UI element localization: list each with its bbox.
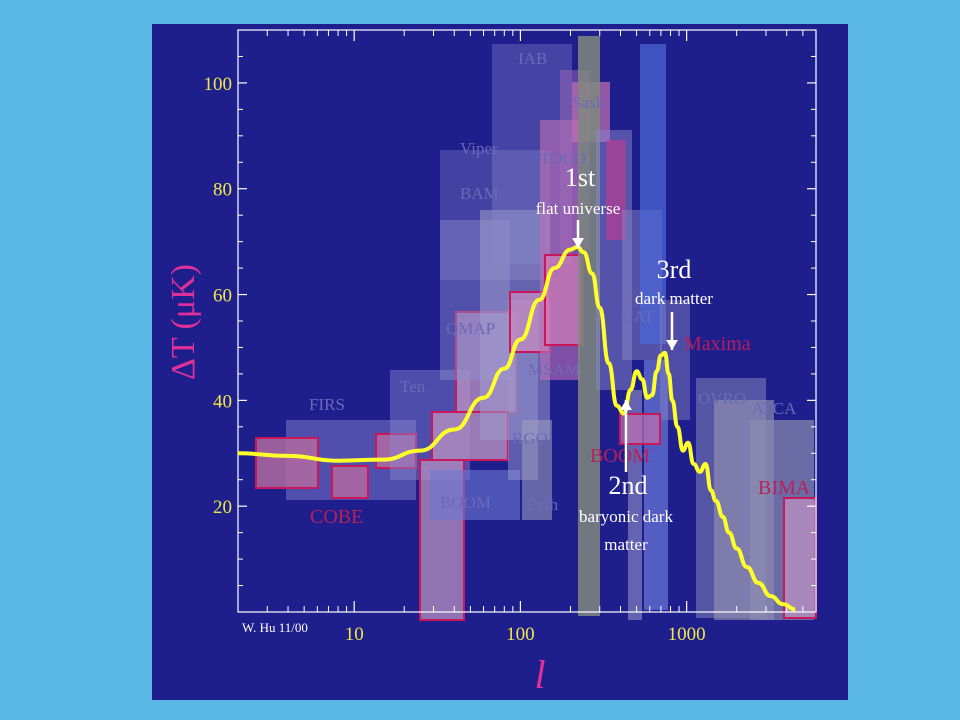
annotations: 1st flat universe 2nd baryonic dark matter 3r… [536,163,714,554]
experiment-label: BAM [460,184,499,203]
x-axis-label: l [534,652,545,697]
experiment-label: Ten [400,377,426,396]
experiment-box [628,390,642,620]
y-axis-label: ΔT (μK) [165,264,202,380]
y-tick-label: 40 [213,391,232,412]
x-tick-label: 10 [345,624,364,645]
experiment-label: IAB [518,49,547,68]
experiment-box [331,465,369,499]
experiment-box [644,360,668,610]
annotation-text: baryonic dark [579,507,673,526]
experiment-box [640,44,666,344]
x-tick-label: 1000 [668,624,706,645]
y-tick-label: 80 [213,180,232,201]
experiment-label: OVRO [698,389,746,408]
experiment-label: RGO [512,429,548,448]
y-tick-label: 100 [204,74,233,95]
experiment-label: Pyth [527,495,559,514]
annotation-arrowhead [620,400,632,410]
annotation-text: matter [604,535,648,554]
experiment-label: TOCO [540,149,586,168]
experiment-box [578,36,600,616]
experiment-error-boxes [255,36,817,621]
annotation-arrowhead [666,340,678,350]
experiment-box [606,140,626,240]
experiment-label: Maxima [684,333,751,355]
theory-curve [237,244,796,612]
experiment-labels: COBE FIRS Ten QMAP BAM Viper IAB Sask TOCO BOOM Py… [309,49,811,528]
annotation-title: 1st [565,163,596,192]
experiment-label: FIRS [309,395,345,414]
annotation-text: dark matter [635,289,713,308]
experiment-label: BOOM [440,493,491,512]
experiment-label: Sask [572,93,605,112]
axis-ticks: 20 40 60 80 100 10 100 1000 [204,30,817,645]
experiment-box [783,497,817,619]
curve-layer [237,244,796,612]
x-tick-label: 100 [506,624,535,645]
experiment-label: BOOM [590,445,650,467]
annotation-title: 2nd [609,471,648,500]
experiment-box [522,420,552,520]
experiment-label: MSAM [528,360,580,379]
experiment-label: ATCA [752,399,797,418]
annotation-text: flat universe [536,199,621,218]
credit-label: W. Hu 11/00 [242,620,308,635]
experiment-label: COBE [310,506,363,528]
y-tick-label: 60 [213,286,232,307]
experiment-label: CAT [622,307,655,326]
annotation-arrowhead [572,238,584,248]
experiment-box [255,437,319,489]
experiment-label: Viper [460,139,498,158]
annotation-title: 3rd [657,255,692,284]
experiment-box [430,470,520,520]
experiment-label: BIMA [758,477,811,499]
experiment-label: QMAP [446,319,495,338]
y-tick-label: 20 [213,497,232,518]
